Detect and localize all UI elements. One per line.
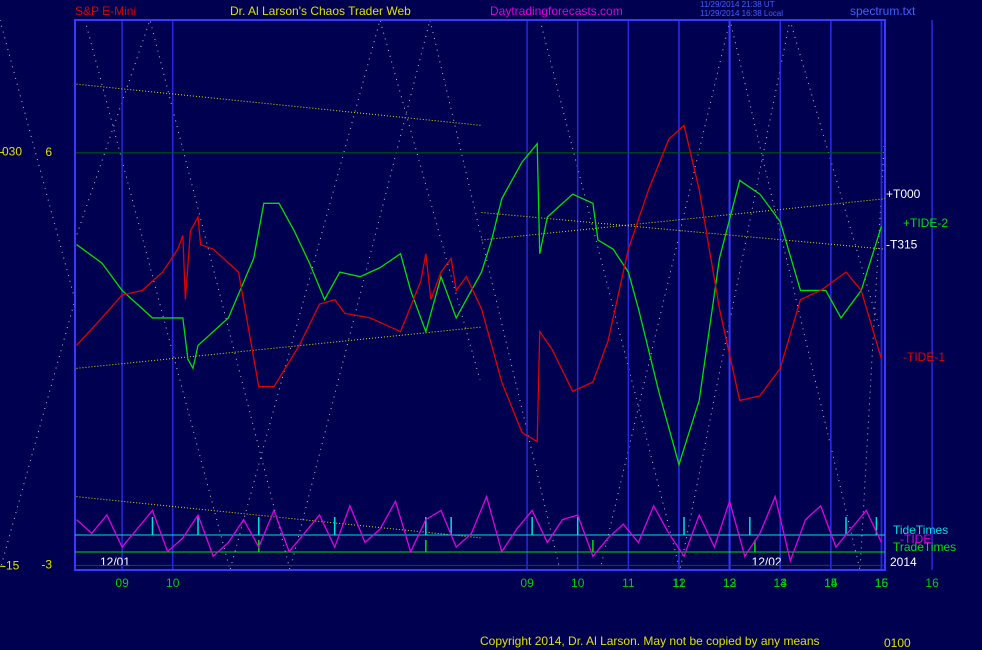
file-name: spectrum.txt [850, 4, 916, 18]
x-tick-label: 15 [824, 576, 838, 590]
header-left: S&P E-Mini [75, 4, 136, 18]
zigzag [84, 18, 481, 572]
y2-tick-label: -15 [2, 558, 20, 572]
day-label: 12/01 [100, 555, 130, 569]
series-line [76, 494, 883, 564]
zigzag [599, 19, 886, 571]
trend-label: -T315 [886, 237, 918, 251]
series-line [76, 141, 883, 467]
x-tick-label: 15 [875, 576, 889, 590]
legend-label: TideTimes [893, 523, 948, 537]
zigzag [74, 18, 561, 571]
x-tick-label: 11 [673, 576, 686, 590]
decor [0, 18, 886, 572]
series-line [76, 124, 883, 443]
y-tick-label: -3 [41, 558, 52, 572]
header-site: Daytradingforecasts.com [490, 4, 623, 18]
legend-label: TradeTimes [893, 540, 956, 554]
trend-line [76, 83, 482, 126]
x-tick-label: 10 [571, 576, 585, 590]
x-tick-label: 13 [774, 576, 788, 590]
header-title: Dr. Al Larson's Chaos Trader Web [230, 4, 411, 18]
legend-label: -TIDE-1 [903, 350, 945, 364]
x-tick-label: 11 [622, 576, 635, 590]
plot-frame [74, 19, 886, 571]
stamp: 11/29/2014 16:38 Local [700, 9, 783, 18]
zigzag [0, 19, 76, 571]
legend-label: -TIDE [900, 532, 931, 546]
trend-line [76, 496, 482, 539]
day-label: 12/02 [752, 555, 782, 569]
x-tick-label: 14 [824, 576, 838, 590]
legend-label: +TIDE-2 [903, 216, 948, 230]
footer-right: 0100 [884, 636, 911, 650]
x-tick-label: 13 [723, 576, 737, 590]
y-tick-label: 6 [45, 145, 52, 159]
x-tick-label: 12 [672, 576, 686, 590]
x-tick-label: 09 [520, 576, 534, 590]
stamp: 11/29/2014 21:38 UT [700, 0, 775, 9]
trend-label: +T000 [886, 187, 921, 201]
trend-line [76, 326, 482, 369]
x-tick-label: 16 [875, 576, 889, 590]
x-tick-label: 10 [166, 576, 180, 590]
x-tick-label: 14 [774, 576, 788, 590]
footer: Copyright 2014, Dr. Al Larson. May not b… [480, 634, 820, 648]
x-tick-label: 09 [115, 576, 129, 590]
year-label: 2014 [890, 555, 917, 569]
y2-tick-label: 030 [2, 145, 22, 159]
x-tick-label: 12 [723, 576, 737, 590]
x-tick-label: 16 [925, 576, 939, 590]
